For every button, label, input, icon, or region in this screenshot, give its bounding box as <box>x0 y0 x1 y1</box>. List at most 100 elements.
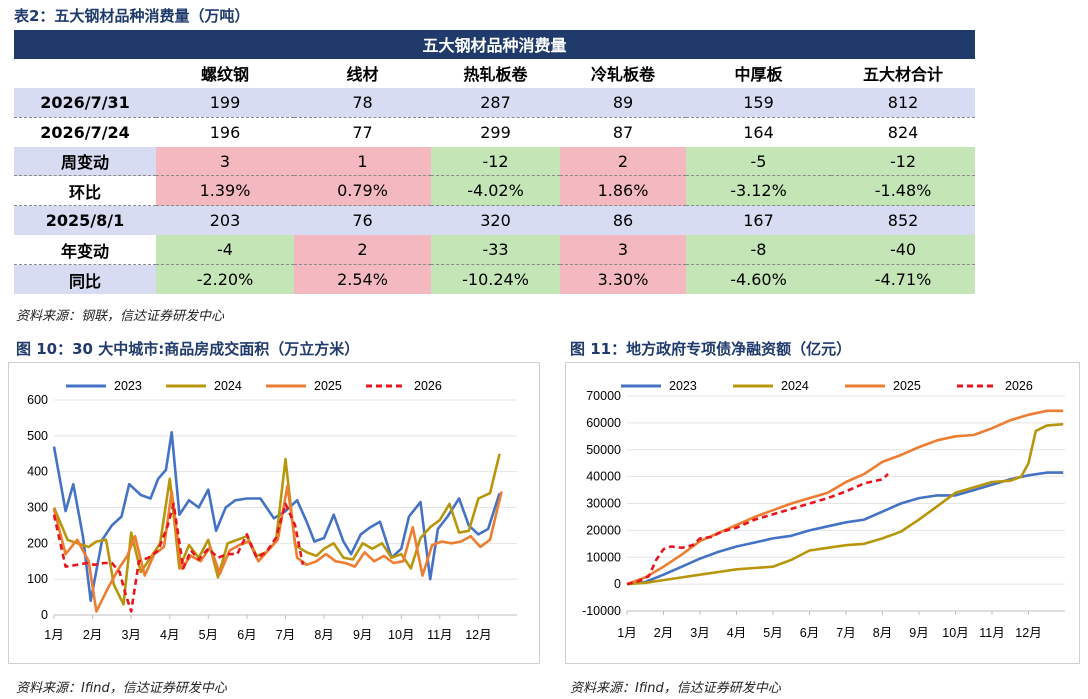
y-tick-label: 70000 <box>586 389 621 403</box>
row-label: 周变动 <box>14 146 156 177</box>
table-cell: 77 <box>352 122 373 142</box>
legend-label: 2024 <box>781 379 809 393</box>
table-cell: 199 <box>156 87 294 118</box>
table-cell: 812 <box>831 87 976 118</box>
row-label: 2025/8/1 <box>45 211 125 231</box>
table-cell: 299 <box>480 122 511 142</box>
table-cell: -12 <box>831 146 976 177</box>
table-caption: 表2：五大钢材品种消费量（万吨） <box>14 7 250 25</box>
table-cell: 89 <box>560 87 686 118</box>
y-tick-label: 500 <box>27 429 48 443</box>
table-cell: -4.60% <box>686 264 831 295</box>
y-tick-label: 600 <box>27 393 48 407</box>
legend-label: 2026 <box>1005 379 1033 393</box>
legend-label: 2023 <box>669 379 697 393</box>
y-tick-label: 0 <box>614 577 621 591</box>
chart-border <box>565 362 1080 664</box>
table-cell: 87 <box>612 122 634 142</box>
series-line-2023 <box>626 471 1064 586</box>
y-tick-label: 300 <box>27 501 48 515</box>
column-header: 冷轧板卷 <box>590 65 655 85</box>
table-cell: 824 <box>887 122 919 142</box>
y-tick-label: 40000 <box>586 470 621 484</box>
x-tick-label: 12月 <box>1015 626 1041 640</box>
chart-caption-left: 图 10：30 大中城市:商品房成交面积（万立方米） <box>16 340 360 358</box>
x-tick-label: 2月 <box>654 626 673 640</box>
table-cell: 2 <box>560 146 686 177</box>
y-tick-label: 30000 <box>586 497 621 511</box>
column-header: 热轧板卷 <box>463 65 528 85</box>
x-tick-label: 7月 <box>836 626 855 640</box>
series-line-2026 <box>626 472 889 586</box>
steel-consumption-table: 五大钢材品种消费量 螺纹钢 线材 热轧板卷 冷轧板卷 中厚板 五大材合计 202… <box>14 30 976 295</box>
chart-caption-right: 图 11：地方政府专项债净融资额（亿元） <box>570 340 852 358</box>
table-row: 2026/7/31 199 78 287 89 159 812 <box>14 87 976 118</box>
table-source: 资料来源：钢联，信达证券研发中心 <box>16 309 225 324</box>
x-tick-label: 10月 <box>388 628 414 642</box>
table-cell: 2.54% <box>294 264 431 295</box>
y-tick-label: 10000 <box>586 550 621 564</box>
table-row: 环比 1.39% 0.79% -4.02% 1.86% -3.12% -1.48… <box>14 175 976 207</box>
table-cell: -5 <box>686 146 831 177</box>
table-row: 周变动 3 1 -12 2 -5 -12 <box>14 146 976 177</box>
housing-area-chart: 0 100 200 300 400 500 600 1月 2月 3月 4月 5月 6月 7月 8月 9月 10月… <box>8 362 540 664</box>
column-header: 中厚板 <box>734 65 783 85</box>
x-tick-label: 3月 <box>690 626 709 640</box>
x-tick-label: 11月 <box>427 628 452 642</box>
legend-label: 2024 <box>214 379 242 393</box>
row-label: 年变动 <box>14 235 156 266</box>
y-tick-label: 400 <box>27 465 48 479</box>
x-tick-label: 6月 <box>237 628 256 642</box>
table-cell: 852 <box>887 211 919 231</box>
column-header: 螺纹钢 <box>200 65 249 85</box>
series-line-2023 <box>52 431 501 602</box>
housing-area-chart-svg: 0 100 200 300 400 500 600 1月 2月 3月 4月 5月 6月 7月 8月 9月 10月… <box>8 362 540 664</box>
x-tick-label: 6月 <box>800 626 819 640</box>
table-cell: -1.48% <box>831 175 976 207</box>
y-tick-label: 100 <box>27 572 48 586</box>
table-cell: -3.12% <box>686 175 831 207</box>
table-cell: -2.20% <box>156 264 294 295</box>
x-tick-label: 1月 <box>617 626 636 640</box>
table-cell: 287 <box>431 87 560 118</box>
header-empty <box>14 59 156 88</box>
row-label: 同比 <box>14 264 156 295</box>
table-cell: -4.71% <box>831 264 976 295</box>
table-cell: 78 <box>294 87 431 118</box>
table-cell: 76 <box>352 211 373 231</box>
x-tick-label: 7月 <box>276 628 295 642</box>
x-tick-label: 10月 <box>942 626 968 640</box>
table-title: 五大钢材品种消费量 <box>14 30 976 59</box>
legend-label: 2023 <box>114 379 142 393</box>
column-header: 线材 <box>346 65 379 85</box>
table-cell: -40 <box>831 235 976 266</box>
special-bond-chart: -10000 0 10000 20000 30000 40000 50000 60000 700… <box>565 362 1080 664</box>
series-line-2025 <box>626 409 1064 586</box>
x-tick-label: 8月 <box>873 626 892 640</box>
legend-label: 2025 <box>893 379 921 393</box>
x-tick-label: 3月 <box>121 628 140 642</box>
x-tick-label: 11月 <box>979 626 1004 640</box>
row-label: 环比 <box>14 175 156 207</box>
table-cell: 2 <box>294 235 431 266</box>
table-row: 2025/8/1 203 76 320 86 167 852 <box>14 205 976 236</box>
table-cell: 0.79% <box>294 175 431 207</box>
x-tick-label: 4月 <box>160 628 179 642</box>
column-header: 五大材合计 <box>863 65 944 85</box>
table-cell: 3 <box>560 235 686 266</box>
x-tick-label: 12月 <box>465 628 491 642</box>
table-cell: -8 <box>686 235 831 266</box>
table-cell: 196 <box>209 122 241 142</box>
table-cell: -12 <box>431 146 560 177</box>
row-label: 2026/7/31 <box>14 87 156 118</box>
series-line-2026 <box>52 502 305 613</box>
chart-source-right: 资料来源：Ifind，信达证券研发中心 <box>570 681 781 696</box>
table-cell: 167 <box>743 211 774 231</box>
table-cell: -10.24% <box>431 264 560 295</box>
table-cell: 164 <box>743 122 774 142</box>
x-tick-label: 1月 <box>44 628 63 642</box>
table-cell: 3.30% <box>560 264 686 295</box>
chart-border <box>8 362 540 664</box>
table-cell: 320 <box>480 211 511 231</box>
chart-source-left: 资料来源：Ifind，信达证券研发中心 <box>16 681 227 696</box>
